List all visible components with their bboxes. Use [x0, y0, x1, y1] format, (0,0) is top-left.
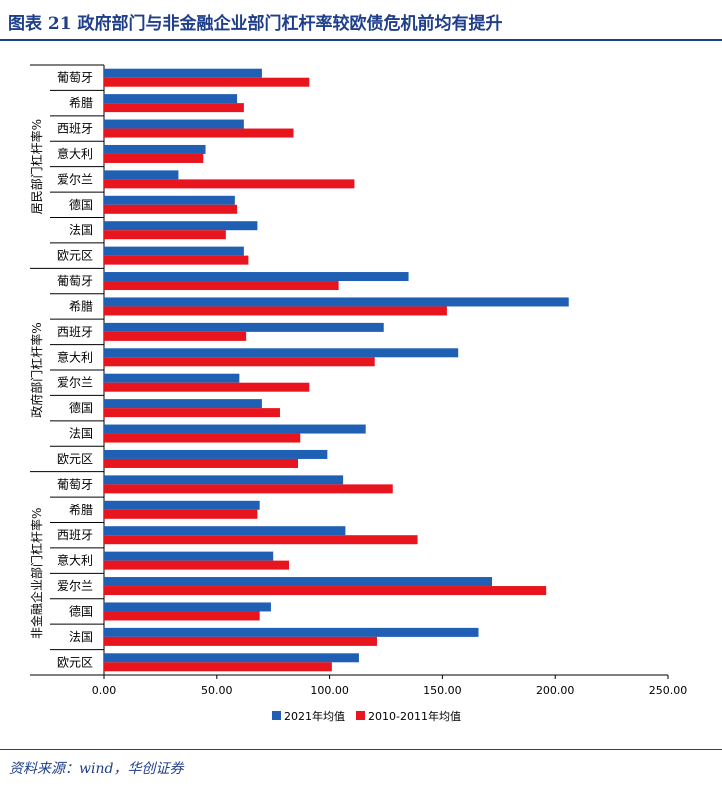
bar-2021 — [104, 348, 459, 358]
category-label: 希腊 — [69, 502, 93, 517]
bar-2010-2011 — [104, 636, 377, 646]
bar-2021 — [104, 170, 179, 180]
bar-2010-2011 — [104, 458, 299, 468]
bar-2021 — [104, 373, 240, 383]
bar-2021 — [104, 94, 238, 104]
title-underline — [0, 39, 722, 41]
category-label: 葡萄牙 — [57, 477, 93, 491]
category-label: 希腊 — [69, 298, 93, 313]
category-label: 欧元区 — [57, 655, 93, 669]
x-tick-label: 100.00 — [310, 684, 349, 697]
legend-swatch-2021 — [272, 711, 281, 720]
bar-2021 — [104, 627, 479, 637]
source-note: 资料来源：wind，华创证券 — [9, 761, 184, 777]
bar-2010-2011 — [104, 433, 301, 443]
bar-2021 — [104, 195, 235, 205]
bar-2021 — [104, 653, 359, 663]
bar-2010-2011 — [104, 662, 332, 672]
bar-2010-2011 — [104, 509, 258, 519]
category-label: 西班牙 — [57, 122, 93, 136]
group-label: 居民部门杠杆率% — [29, 119, 44, 214]
bar-2021 — [104, 449, 328, 459]
x-tick-label: 250.00 — [649, 684, 688, 697]
bar-2021 — [104, 144, 206, 154]
x-tick-label: 0.00 — [92, 684, 117, 697]
category-label: 西班牙 — [57, 325, 93, 339]
category-label: 西班牙 — [57, 528, 93, 542]
bar-2010-2011 — [104, 535, 418, 545]
bar-2021 — [104, 246, 244, 256]
bar-2021 — [104, 475, 344, 485]
bar-2021 — [104, 551, 274, 561]
bar-2021 — [104, 297, 569, 307]
legend-swatch-2010-2011 — [356, 711, 365, 720]
x-tick-label: 50.00 — [201, 684, 233, 697]
category-label: 欧元区 — [57, 249, 93, 263]
category-label: 德国 — [69, 197, 93, 212]
group-label: 政府部门杠杆率% — [29, 322, 44, 417]
bar-2021 — [104, 399, 262, 409]
bar-2010-2011 — [104, 204, 238, 214]
bar-2010-2011 — [104, 281, 339, 291]
category-label: 意大利 — [57, 553, 93, 568]
category-label: 爱尔兰 — [57, 578, 93, 593]
bar-2021 — [104, 272, 409, 282]
category-label: 葡萄牙 — [57, 274, 93, 288]
bar-2021 — [104, 322, 384, 332]
bar-2021 — [104, 500, 260, 510]
legend-label-2010-2011: 2010-2011年均值 — [368, 709, 461, 723]
bar-2010-2011 — [104, 331, 247, 341]
category-label: 意大利 — [57, 146, 93, 161]
category-label: 意大利 — [57, 349, 93, 364]
bar-2010-2011 — [104, 128, 294, 138]
x-tick-label: 150.00 — [423, 684, 462, 697]
category-label: 法国 — [69, 223, 93, 237]
bar-2010-2011 — [104, 153, 204, 163]
bar-2021 — [104, 221, 258, 231]
bar-2010-2011 — [104, 230, 226, 240]
bar-2021 — [104, 577, 493, 587]
bar-2021 — [104, 526, 346, 536]
bar-2010-2011 — [104, 408, 280, 418]
bar-2010-2011 — [104, 179, 355, 189]
category-label: 葡萄牙 — [57, 71, 93, 85]
x-tick-label: 200.00 — [536, 684, 575, 697]
category-label: 希腊 — [69, 95, 93, 110]
bar-2021 — [104, 68, 262, 78]
category-label: 法国 — [69, 630, 93, 644]
category-label: 欧元区 — [57, 452, 93, 466]
footer-divider — [0, 749, 722, 750]
bar-2010-2011 — [104, 357, 375, 367]
title-bar: 图表 21 政府部门与非金融企业部门杠杆率较欧债危机前均有提升 — [0, 0, 722, 41]
bar-2010-2011 — [104, 484, 393, 494]
bar-2010-2011 — [104, 255, 249, 265]
category-label: 法国 — [69, 427, 93, 441]
bar-2021 — [104, 119, 244, 129]
category-label: 爱尔兰 — [57, 375, 93, 390]
bar-2010-2011 — [104, 560, 289, 570]
category-label: 德国 — [69, 400, 93, 415]
bar-2010-2011 — [104, 306, 447, 316]
group-label: 非金融企业部门杠杆率% — [29, 508, 44, 639]
legend-label-2021: 2021年均值 — [284, 709, 345, 723]
bar-chart: 居民部门杠杆率%葡萄牙希腊西班牙意大利爱尔兰德国法国欧元区政府部门杠杆率%葡萄牙… — [29, 64, 688, 723]
bar-2010-2011 — [104, 382, 310, 392]
category-label: 德国 — [69, 603, 93, 618]
bar-2010-2011 — [104, 103, 244, 113]
category-label: 爱尔兰 — [57, 171, 93, 186]
figure-title: 图表 21 政府部门与非金融企业部门杠杆率较欧债危机前均有提升 — [8, 14, 503, 34]
bar-2010-2011 — [104, 586, 547, 596]
bar-2010-2011 — [104, 611, 260, 621]
bar-2010-2011 — [104, 77, 310, 87]
bar-2021 — [104, 424, 366, 434]
bar-2021 — [104, 602, 271, 612]
